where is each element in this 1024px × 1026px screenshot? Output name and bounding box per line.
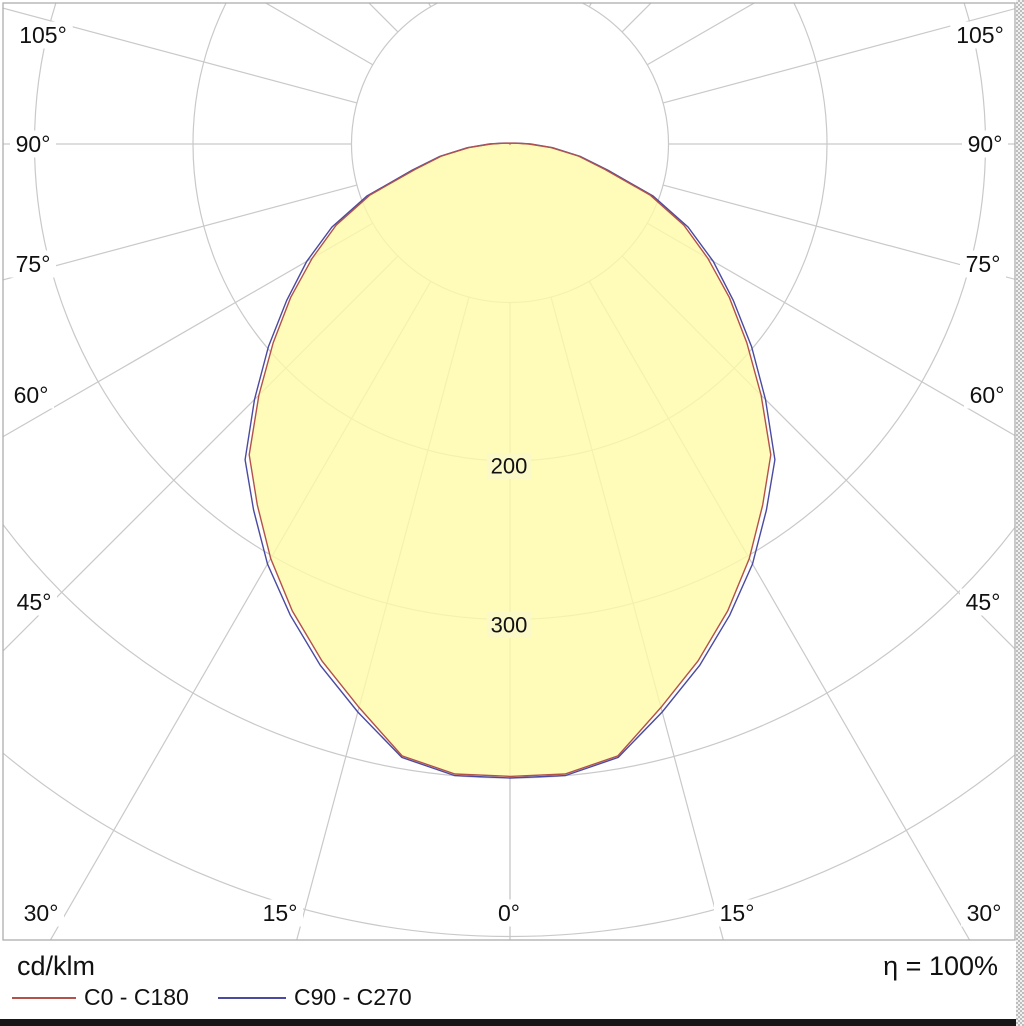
angle-label-0-bg (13, 21, 73, 49)
page-right-edge-texture (1016, 0, 1024, 1026)
angle-label-5-bg (17, 899, 65, 927)
angle-label-7: 90° (968, 131, 1003, 157)
angle-label-13: 0° (498, 900, 520, 926)
angle-label-2-bg (9, 250, 57, 278)
grid-radial-45 (3, 255, 399, 652)
angle-label-7-bg (961, 130, 1009, 158)
angle-label-12-bg (256, 899, 304, 927)
page-bottom-border (0, 1019, 1016, 1026)
angle-label-14: 15° (720, 900, 755, 926)
angle-label-5: 30° (24, 900, 59, 926)
angle-label-6: 105° (956, 22, 1004, 48)
efficiency-label: η = 100% (883, 951, 998, 981)
legend-line-c90-c270 (218, 997, 286, 999)
angle-label-2: 75° (16, 251, 51, 277)
angle-label-0: 105° (19, 22, 67, 48)
grid-radial-105 (3, 7, 358, 104)
angle-label-13-bg (492, 899, 526, 927)
angle-label-4: 45° (17, 589, 52, 615)
labels-layer: 200 300 105° 90° 75° 60° 45° 30° 105° 90° 75° 60° 45… (7, 21, 1011, 927)
angle-label-8: 75° (966, 251, 1001, 277)
angle-label-14-bg (713, 899, 761, 927)
angle-label-12: 15° (263, 900, 298, 926)
legend-label-c90-c270: C90 - C270 (294, 984, 412, 1010)
plot-frame-layer (2, 2, 1016, 941)
angle-label-3-bg (7, 381, 55, 409)
grid-radial-105 (662, 8, 1015, 104)
ring-label-200-bg (486, 453, 532, 479)
angle-label-10: 45° (966, 589, 1001, 615)
grid-radial-75 (662, 184, 1015, 280)
angle-label-4-bg (10, 588, 58, 616)
unit-label: cd/klm (17, 951, 96, 981)
ring-label-300: 300 (491, 613, 528, 638)
angle-label-1: 90° (16, 131, 51, 157)
ring-label-200: 200 (491, 454, 528, 479)
angle-label-10-bg (959, 588, 1007, 616)
grid-radial-60 (3, 222, 374, 438)
angle-label-9: 60° (970, 382, 1005, 408)
grid-radial-75 (3, 184, 358, 281)
angle-label-8-bg (959, 250, 1007, 278)
curve-c0-c180 (248, 142, 772, 778)
angle-label-11: 30° (967, 900, 1002, 926)
angle-label-6-bg (950, 21, 1010, 49)
ring-label-300-bg (486, 612, 532, 638)
grid-radial-45 (621, 255, 1015, 650)
angle-label-9-bg (963, 381, 1011, 409)
angle-label-3: 60° (14, 382, 49, 408)
grid-radial-60 (646, 222, 1015, 437)
angle-label-1-bg (9, 130, 57, 158)
angle-label-11-bg (960, 899, 1008, 927)
distribution-curves-layer (244, 142, 776, 779)
legend-label-c0-c180: C0 - C180 (84, 984, 189, 1010)
legend-line-c0-c180 (12, 997, 76, 999)
plot-frame (2, 2, 1016, 941)
